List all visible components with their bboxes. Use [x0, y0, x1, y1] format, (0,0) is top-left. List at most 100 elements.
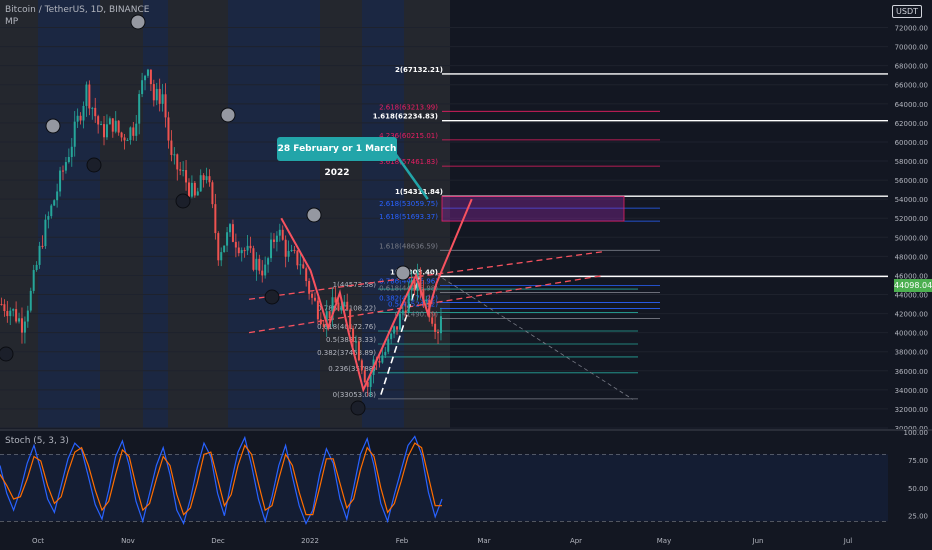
candle-body	[190, 182, 193, 197]
candle-body	[108, 118, 111, 125]
candle-body	[434, 323, 437, 332]
candle-body	[398, 313, 401, 330]
fib-up-label: 4.236(60215.01)	[379, 132, 438, 140]
x-tick-label: Apr	[570, 537, 582, 545]
candle-body	[278, 229, 281, 236]
candle-body	[258, 258, 261, 271]
candle-body	[381, 355, 384, 363]
band-0	[0, 0, 38, 428]
pivot-circle-7	[0, 346, 14, 362]
candle-body	[393, 326, 396, 334]
candle-body	[264, 264, 267, 276]
candle-body	[284, 239, 287, 257]
candle-body	[141, 80, 144, 95]
pivot-circle-3	[175, 193, 191, 209]
candle-body	[67, 157, 70, 163]
candle-body	[79, 115, 82, 121]
y-tick-label: 48000.00	[895, 253, 928, 261]
candle-body	[47, 216, 50, 220]
candle-body	[179, 169, 182, 171]
x-tick-label: Jul	[843, 537, 853, 545]
candle-body	[404, 310, 407, 313]
x-tick-label: Dec	[211, 537, 225, 545]
candle-body	[97, 116, 100, 125]
channel-lines	[248, 250, 634, 400]
candle-body	[407, 290, 410, 313]
currency-badge[interactable]: USDT	[892, 5, 922, 18]
y-tick-label: 68000.00	[895, 63, 928, 71]
candle-body	[64, 162, 67, 171]
candle-body	[231, 224, 234, 242]
candle-body	[431, 317, 434, 324]
candle-body	[61, 170, 64, 172]
y-tick-label: 66000.00	[895, 82, 928, 90]
fib-up-label: 1.618(51693.37)	[379, 213, 438, 221]
y-tick-label: 46000.00	[895, 272, 928, 280]
pivot-circle-8	[350, 400, 366, 416]
stoch-tick-label: 100.00	[904, 429, 929, 437]
candle-body	[243, 250, 246, 252]
candle-body	[15, 309, 18, 322]
fib-up-label: 1.618(62234.83)	[373, 113, 438, 121]
candle-body	[237, 247, 240, 254]
y-tick-label: 62000.00	[895, 120, 928, 128]
fib-up-label: 0.5(42524.52)	[388, 301, 438, 309]
fib-up-label: 1(45903.40)	[390, 268, 438, 276]
candle-body	[328, 311, 331, 319]
candle-body	[173, 154, 176, 156]
candle-body	[53, 200, 56, 206]
candle-body	[316, 300, 319, 320]
candle-body	[346, 301, 349, 310]
candle-body	[23, 321, 26, 333]
candle-body	[205, 176, 208, 181]
axes: 30000.0032000.0034000.0036000.0038000.00…	[32, 0, 932, 550]
stoch-band	[0, 454, 888, 522]
breakout-line	[380, 277, 420, 395]
candle-body	[299, 264, 302, 266]
fib-up-label: 1.618(48636.59)	[379, 242, 438, 250]
y-tick-label: 64000.00	[895, 101, 928, 109]
candle-body	[20, 318, 23, 333]
candle-body	[322, 323, 325, 327]
y-tick-label: 54000.00	[895, 196, 928, 204]
candle-body	[152, 84, 155, 101]
candle-body	[275, 235, 278, 242]
candle-body	[56, 191, 59, 201]
candle-body	[366, 382, 369, 387]
candle-body	[88, 84, 91, 109]
candle-body	[343, 301, 346, 307]
stoch-title: Stoch (5, 3, 3)	[5, 436, 69, 446]
candle-body	[29, 290, 32, 311]
candle-body	[220, 252, 223, 261]
wave-path	[280, 148, 473, 393]
candle-body	[281, 229, 284, 240]
candle-body	[369, 374, 372, 387]
candle-body	[158, 88, 161, 104]
candle-body	[117, 120, 120, 133]
y-tick-label: 38000.00	[895, 349, 928, 357]
candle-body	[100, 124, 103, 126]
fib-down-label: 1(44573.58)	[333, 281, 377, 289]
candle-body	[12, 309, 15, 311]
candle-body	[267, 258, 270, 265]
candle-body	[146, 69, 149, 76]
candle-body	[249, 245, 252, 249]
candle-body	[270, 239, 273, 259]
candle-body	[290, 249, 293, 252]
y-tick-label: 36000.00	[895, 368, 928, 376]
candle-body	[149, 69, 152, 85]
y-tick-label: 60000.00	[895, 139, 928, 147]
candle-body	[302, 264, 305, 269]
candle-body	[35, 264, 38, 271]
candle-body	[311, 293, 314, 298]
candle-body	[32, 270, 35, 291]
fib-up-label: 3.618(57461.83)	[379, 158, 438, 166]
pivot-circle-0	[130, 14, 146, 30]
candle-body	[401, 310, 404, 314]
band-2	[100, 0, 143, 428]
candle-body	[354, 341, 357, 343]
candle-body	[340, 306, 343, 311]
candle-body	[164, 94, 167, 118]
candle-body	[214, 204, 217, 234]
